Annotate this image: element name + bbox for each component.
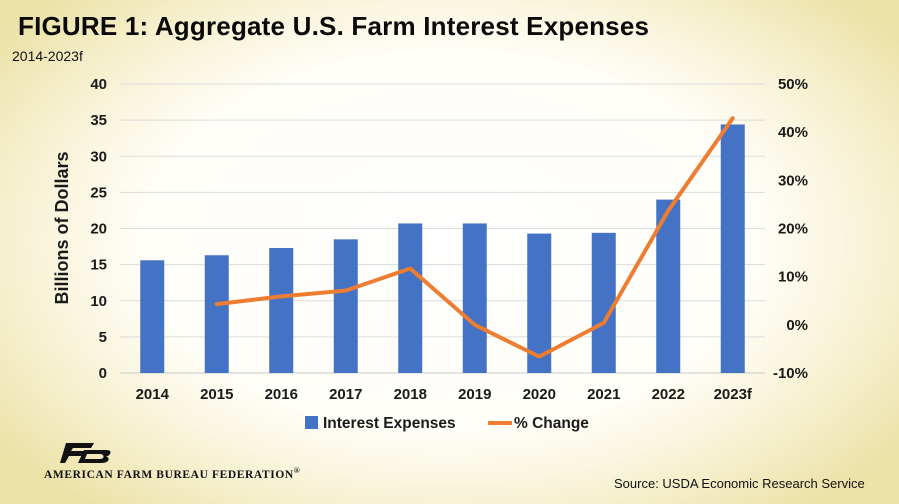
source-note: Source: USDA Economic Research Service (614, 476, 865, 491)
y-tick-label: 30 (90, 148, 107, 165)
chart-subtitle: 2014-2023f (12, 48, 83, 64)
x-tick-label: 2023f (714, 386, 753, 403)
y-axis-right-ticks: -10% 0% 10% 20% 30% 40% 50% (773, 76, 808, 382)
bar (720, 124, 745, 374)
legend-label-line: % Change (514, 415, 589, 432)
bar (591, 232, 616, 373)
y-axis-label: Billions of Dollars (52, 151, 72, 304)
x-tick-label: 2022 (652, 386, 685, 403)
bar (333, 239, 358, 373)
y2-tick-label: 50% (778, 76, 808, 93)
x-tick-label: 2017 (329, 386, 362, 403)
bar (398, 223, 423, 373)
bar (269, 248, 294, 373)
y2-tick-label: -10% (773, 365, 808, 382)
legend-swatch-bars (305, 416, 318, 429)
y2-tick-label: 20% (778, 221, 808, 238)
x-tick-label: 2019 (458, 386, 491, 403)
legend-label-bars: Interest Expenses (323, 415, 456, 432)
y-tick-label: 10 (90, 293, 107, 310)
logo-text: AMERICAN FARM BUREAU FEDERATION® (44, 466, 301, 481)
bar (527, 233, 552, 373)
x-tick-label: 2018 (394, 386, 427, 403)
y-axis-left-ticks: 0 5 10 15 20 25 30 35 40 (90, 76, 107, 382)
farm-bureau-logo-icon (60, 443, 111, 463)
y-tick-label: 5 (99, 329, 107, 346)
x-tick-label: 2014 (136, 386, 170, 403)
y2-tick-label: 0% (786, 317, 808, 334)
y-tick-label: 40 (90, 76, 107, 93)
y2-tick-label: 30% (778, 172, 808, 189)
y2-tick-label: 10% (778, 269, 808, 286)
x-tick-label: 2015 (200, 386, 233, 403)
x-tick-label: 2016 (265, 386, 298, 403)
y-tick-label: 20 (90, 221, 107, 238)
bar (204, 255, 229, 373)
x-tick-label: 2021 (587, 386, 620, 403)
y-tick-label: 25 (90, 184, 107, 201)
x-tick-label: 2020 (523, 386, 556, 403)
bar-series (140, 124, 745, 374)
chart-title: FIGURE 1: Aggregate U.S. Farm Interest E… (18, 11, 650, 41)
y-tick-label: 35 (90, 112, 107, 129)
legend: Interest Expenses % Change (305, 415, 589, 432)
bar (462, 223, 487, 373)
bar (140, 260, 165, 373)
y2-tick-label: 40% (778, 124, 808, 141)
line-series (214, 116, 735, 359)
x-axis-ticks: 2014 2015 2016 2017 2018 2019 2020 2021 2022 2023… (136, 386, 753, 403)
y-tick-label: 0 (99, 365, 107, 382)
y-tick-label: 15 (90, 257, 107, 274)
